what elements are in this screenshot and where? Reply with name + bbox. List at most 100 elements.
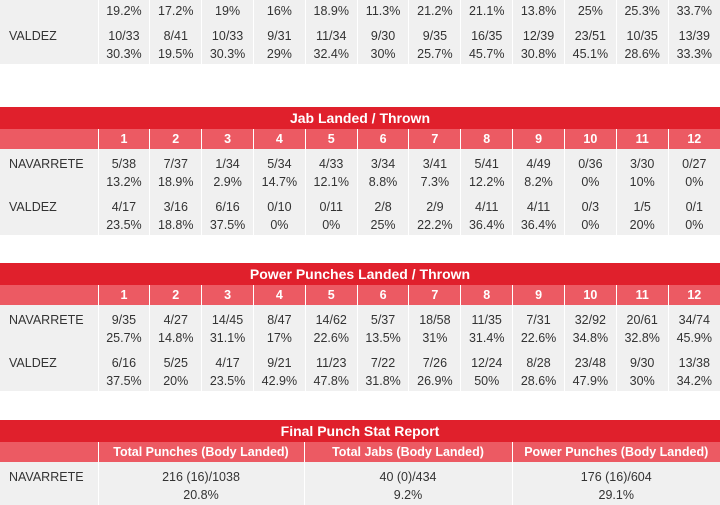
- landed-thrown-cell: 11/64: [149, 0, 202, 1]
- percent-cell: 30%: [356, 44, 409, 64]
- percent-cell: 16%: [252, 1, 306, 21]
- landed-thrown-cell: 20/61: [615, 305, 669, 328]
- landed-thrown-cell: 13/39: [667, 21, 720, 44]
- percent-cell: 33.3%: [667, 44, 720, 64]
- landed-thrown-cell: 13/38: [667, 348, 720, 371]
- final-percent-row: 20.8% 9.2% 29.1%: [0, 485, 720, 505]
- percent-cell: 13.5%: [356, 328, 409, 348]
- percent-cell: 45.7%: [460, 44, 513, 64]
- percent-cell: 17%: [252, 328, 306, 348]
- landed-thrown-cell: 4/27: [149, 305, 202, 328]
- percent-cell: 29%: [252, 44, 306, 64]
- percent-cell: 0%: [563, 172, 617, 192]
- percent-cell: 20%: [615, 215, 669, 235]
- percent-cell: 17.2%: [149, 1, 202, 21]
- percent-cell: 31.4%: [460, 328, 513, 348]
- percent-cell: 18.9%: [304, 1, 358, 21]
- fighter-name: NAVARRETE: [0, 149, 98, 172]
- percent-cell: 37.5%: [97, 371, 150, 391]
- landed-thrown-cell: 34/101: [667, 0, 720, 1]
- final-value-cell: 40 (0)/434: [303, 462, 512, 485]
- percent-cell: 22.6%: [304, 328, 358, 348]
- final-fighter-row: NAVARRETE 216 (16)/1038 40 (0)/434 176 (16)…: [0, 462, 720, 485]
- power-round-header: 5: [304, 285, 358, 305]
- jab-round-header: 2: [149, 129, 202, 149]
- landed-thrown-cell: 2/8: [356, 192, 409, 215]
- percent-cell: 18.9%: [149, 172, 202, 192]
- percent-cell: 14.8%: [149, 328, 202, 348]
- fighter-name: NAVARRETE: [0, 305, 98, 328]
- landed-thrown-cell: 4/11: [512, 192, 565, 215]
- final-table-title: Final Punch Stat Report: [0, 420, 720, 442]
- power-fighter-row: VALDEZ 6/16 5/25 4/17 9/21 11/23 7/22 7/26 12/24…: [0, 348, 720, 371]
- landed-thrown-cell: 5/25: [149, 348, 202, 371]
- jab-fighter-row: VALDEZ 4/17 3/16 6/16 0/10 0/11 2/8 2/9 4/11 4/11…: [0, 192, 720, 215]
- top-fighter-row: NAVARRETE14/7311/6415/7913/8118/958/7121…: [0, 0, 720, 1]
- jab-header-blank: [0, 129, 98, 149]
- power-round-header: 12: [667, 285, 720, 305]
- percent-cell: 0%: [667, 172, 720, 192]
- percent-cell: 45.1%: [563, 44, 617, 64]
- jab-percent-row: 23.5% 18.8% 37.5% 0% 0% 25% 22.2% 36.4% 36.4% 0% 2…: [0, 215, 720, 235]
- power-header-blank: [0, 285, 98, 305]
- percent-cell: 20%: [149, 371, 202, 391]
- percent-cell: 13.2%: [97, 172, 150, 192]
- landed-thrown-cell: 0/27: [667, 149, 720, 172]
- landed-thrown-cell: 1/5: [615, 192, 669, 215]
- percent-cell: 0%: [667, 215, 720, 235]
- percent-cell: 21.2%: [408, 1, 461, 21]
- landed-thrown-cell: 2/9: [408, 192, 461, 215]
- percent-cell: 19.5%: [149, 44, 202, 64]
- landed-thrown-cell: 8/71: [356, 0, 409, 1]
- percent-cell: 30.3%: [97, 44, 150, 64]
- percent-cell: 19%: [201, 1, 254, 21]
- percent-cell: 30.3%: [201, 44, 254, 64]
- landed-thrown-cell: 11/34: [304, 21, 358, 44]
- percent-cell: 12.1%: [304, 172, 358, 192]
- percent-cell: 42.9%: [252, 371, 306, 391]
- percent-cell: 0%: [304, 215, 358, 235]
- percent-cell: 31.1%: [201, 328, 254, 348]
- percent-cell: 25.3%: [615, 1, 669, 21]
- landed-thrown-cell: 15/79: [201, 0, 254, 1]
- landed-thrown-cell: 8/47: [252, 305, 306, 328]
- top-percent-row: 19.2% 17.2% 19% 16% 18.9% 11.3% 21.2% 21.1% 13.8…: [0, 1, 720, 21]
- percent-cell: 8.8%: [356, 172, 409, 192]
- fighter-name: VALDEZ: [0, 348, 98, 371]
- power-table-title: Power Punches Landed / Thrown: [0, 263, 720, 285]
- landed-thrown-cell: 5/37: [356, 305, 409, 328]
- landed-thrown-cell: 7/22: [356, 348, 409, 371]
- percent-cell: 30.8%: [512, 44, 565, 64]
- percent-cell: 47.8%: [304, 371, 358, 391]
- percent-cell: 34.8%: [563, 328, 617, 348]
- landed-thrown-cell: 14/45: [201, 305, 254, 328]
- final-header-blank: [0, 442, 98, 462]
- total-punches-round-table: NAVARRETE14/7311/6415/7913/8118/958/7121…: [0, 0, 720, 64]
- power-round-header: 7: [408, 285, 461, 305]
- jab-round-header: 4: [252, 129, 306, 149]
- landed-thrown-cell: 23/48: [563, 348, 617, 371]
- percent-cell: 36.4%: [460, 215, 513, 235]
- power-round-header: 6: [356, 285, 409, 305]
- landed-thrown-cell: 3/16: [149, 192, 202, 215]
- fighter-name: VALDEZ: [0, 192, 98, 215]
- percent-cell: 30%: [615, 371, 669, 391]
- jab-fighter-row: NAVARRETE 5/38 7/37 1/34 5/34 4/33 3/34 3/41 5/4…: [0, 149, 720, 172]
- percent-cell: 32.8%: [615, 328, 669, 348]
- landed-thrown-cell: 18/58: [408, 305, 461, 328]
- top-percent-row: 30.3% 19.5% 30.3% 29% 32.4% 30% 25.7% 45.7% 30.8…: [0, 44, 720, 64]
- landed-thrown-cell: 16/76: [460, 0, 513, 1]
- percent-cell: 23.5%: [97, 215, 150, 235]
- power-round-header: 2: [149, 285, 202, 305]
- percent-cell: 22.2%: [408, 215, 461, 235]
- landed-thrown-cell: 32/92: [563, 305, 617, 328]
- fighter-name: VALDEZ: [0, 21, 98, 44]
- landed-thrown-cell: 11/80: [512, 0, 565, 1]
- percent-label-blank: [0, 371, 98, 391]
- landed-thrown-cell: 10/33: [201, 21, 254, 44]
- landed-thrown-cell: 0/10: [252, 192, 306, 215]
- jab-round-header: 1: [97, 129, 150, 149]
- percent-cell: 28.6%: [512, 371, 565, 391]
- percent-cell: 31%: [408, 328, 461, 348]
- landed-thrown-cell: 0/1: [667, 192, 720, 215]
